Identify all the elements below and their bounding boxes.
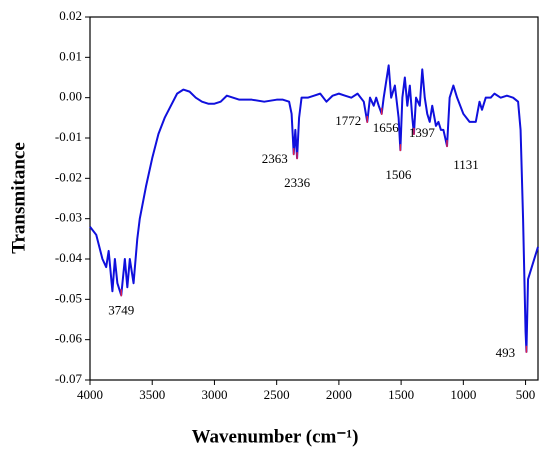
peak-label: 1656 [373, 120, 400, 135]
x-tick-label: 2000 [326, 387, 352, 402]
x-tick-label: 2500 [264, 387, 290, 402]
x-tick-label: 3000 [201, 387, 227, 402]
peak-label: 1397 [409, 125, 436, 140]
y-tick-label: 0.00 [59, 89, 82, 104]
peak-label: 3749 [108, 302, 134, 317]
plot-frame [89, 16, 539, 381]
y-axis-title: Transmitance [8, 142, 29, 254]
y-tick-label: -0.07 [55, 371, 83, 386]
y-tick-label: 0.01 [59, 48, 82, 63]
y-tick-label: -0.05 [55, 290, 82, 305]
x-tick-label: 500 [516, 387, 536, 402]
x-axis-title: Wavenumber (cm⁻¹) [192, 426, 359, 447]
x-tick-label: 4000 [77, 387, 103, 402]
peak-label: 1506 [385, 167, 412, 182]
y-tick-label: -0.01 [55, 129, 82, 144]
y-tick-label: 0.02 [59, 8, 82, 23]
peak-label: 2363 [262, 151, 288, 166]
peak-label: 1772 [335, 113, 361, 128]
y-tick-label: -0.04 [55, 250, 83, 265]
x-tick-label: 3500 [139, 387, 165, 402]
x-tick-label: 1500 [388, 387, 414, 402]
y-tick-label: -0.02 [55, 169, 82, 184]
y-tick-label: -0.03 [55, 210, 82, 225]
peak-label: 493 [496, 345, 516, 360]
peak-label: 2336 [284, 175, 311, 190]
y-tick-label: -0.06 [55, 331, 83, 346]
spectrum-line [89, 64, 539, 353]
x-tick-label: 1000 [450, 387, 476, 402]
peak-label: 1131 [453, 157, 479, 172]
